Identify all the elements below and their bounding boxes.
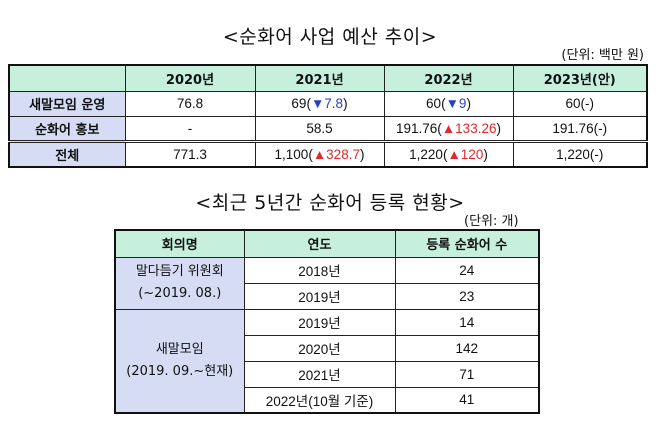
count-cell: 71 bbox=[394, 360, 540, 388]
budget-table: 2020년 2021년 2022년 2023년(안) 새말모임 운영 76.8 … bbox=[8, 64, 648, 168]
count-cell: 14 bbox=[394, 308, 540, 336]
cell-ops-2020: 76.8 bbox=[124, 90, 256, 117]
year-cell: 2022년(10월 기준) bbox=[243, 386, 396, 414]
cell-promo-2023: 191.76(-) bbox=[512, 115, 648, 142]
row-label-total: 전체 bbox=[8, 139, 126, 168]
registration-table: 회의명 연도 등록 순화어 수 말다듬기 위원회 (~2019. 08.) 20… bbox=[114, 229, 540, 414]
cell-total-2023: 1,220(-) bbox=[512, 139, 648, 168]
header-count: 등록 순화어 수 bbox=[394, 229, 540, 258]
row-label-promotion: 순화어 홍보 bbox=[8, 115, 126, 142]
budget-row-promotion: 순화어 홍보 - 58.5 191.76(▲133.26) 191.76(-) bbox=[8, 115, 648, 142]
cell-value: 69( bbox=[291, 96, 311, 111]
budget-header-2022: 2022년 bbox=[383, 64, 514, 92]
registration-unit-label: (단위: 개) bbox=[464, 214, 519, 229]
header-meeting-name: 회의명 bbox=[114, 229, 245, 258]
cell-value: 1,220( bbox=[409, 146, 448, 162]
paren-close: ) bbox=[343, 96, 348, 111]
count-cell: 24 bbox=[394, 256, 540, 284]
row-label-operations: 새말모임 운영 bbox=[8, 90, 126, 117]
budget-header-empty bbox=[8, 64, 126, 92]
cell-promo-2021: 58.5 bbox=[254, 115, 385, 142]
year-cell: 2019년 bbox=[243, 282, 396, 310]
decrease-amount: ▼9 bbox=[445, 96, 467, 111]
group-name: 말다듬기 위원회 bbox=[135, 264, 224, 279]
registration-title: <최근 5년간 순화어 등록 현황> bbox=[195, 192, 465, 214]
group-committee: 말다듬기 위원회 (~2019. 08.) bbox=[114, 256, 245, 310]
header-year: 연도 bbox=[243, 229, 396, 258]
budget-header-2020: 2020년 bbox=[124, 64, 256, 92]
table-row: 말다듬기 위원회 (~2019. 08.) 2018년 24 bbox=[114, 256, 540, 310]
table-row: 2021년 71 bbox=[115, 360, 540, 388]
year-cell: 2020년 bbox=[243, 334, 396, 362]
budget-unit-label: (단위: 백만 원) bbox=[561, 48, 644, 63]
count-cell: 142 bbox=[394, 334, 540, 362]
cell-promo-2020: - bbox=[124, 115, 256, 142]
paren-close: ) bbox=[466, 96, 471, 111]
budget-header-row: 2020년 2021년 2022년 2023년(안) bbox=[8, 64, 648, 92]
table-row: 2022년(10월 기준) 41 bbox=[115, 386, 540, 414]
group-new-words-meeting: 새말모임 (2019. 09.~현재) bbox=[114, 308, 245, 414]
cell-ops-2021: 69(▼7.8) bbox=[254, 90, 385, 117]
group-name: 새말모임 bbox=[155, 341, 204, 357]
budget-row-operations: 새말모임 운영 76.8 69(▼7.8) 60(▼9) 60(-) bbox=[8, 90, 648, 117]
budget-row-total: 전체 771.3 1,100(▲328.7) 1,220(▲120) 1,220… bbox=[8, 139, 648, 168]
budget-header-2021: 2021년 bbox=[254, 64, 385, 92]
cell-promo-2022: 191.76(▲133.26) bbox=[383, 115, 514, 142]
paren-close: ) bbox=[483, 146, 488, 162]
cell-ops-2022: 60(▼9) bbox=[383, 90, 514, 117]
year-cell: 2021년 bbox=[243, 360, 396, 388]
cell-ops-2023: 60(-) bbox=[512, 90, 648, 117]
year-cell: 2018년 bbox=[243, 256, 396, 284]
decrease-amount: ▼7.8 bbox=[310, 96, 344, 111]
group-period: (2019. 09.~현재) bbox=[126, 363, 234, 379]
table-row: 새말모임 (2019. 09.~현재) 2019년 14 bbox=[114, 308, 540, 414]
registration-header-row: 회의명 연도 등록 순화어 수 bbox=[114, 229, 540, 258]
increase-amount: ▲133.26 bbox=[441, 120, 497, 136]
budget-header-2023: 2023년(안) bbox=[512, 64, 648, 92]
cell-value: 1,100( bbox=[274, 146, 313, 162]
cell-total-2022: 1,220(▲120) bbox=[383, 139, 514, 168]
year-cell: 2019년 bbox=[243, 308, 396, 336]
cell-value: 191.76( bbox=[396, 120, 442, 136]
paren-close: ) bbox=[359, 146, 365, 162]
cell-total-2021: 1,100(▲328.7) bbox=[254, 139, 385, 168]
budget-title: <순화어 사업 예산 추이> bbox=[222, 26, 438, 48]
cell-total-2020: 771.3 bbox=[124, 139, 256, 168]
group-period: (~2019. 08.) bbox=[138, 286, 222, 301]
cell-value: 60( bbox=[426, 96, 446, 111]
increase-amount: ▲328.7 bbox=[312, 146, 360, 162]
count-cell: 41 bbox=[394, 386, 540, 414]
paren-close: ) bbox=[496, 120, 501, 136]
count-cell: 23 bbox=[394, 282, 540, 310]
table-row: 2019년 23 bbox=[115, 282, 540, 310]
increase-amount: ▲120 bbox=[447, 146, 484, 162]
table-row: 2020년 142 bbox=[115, 334, 540, 362]
